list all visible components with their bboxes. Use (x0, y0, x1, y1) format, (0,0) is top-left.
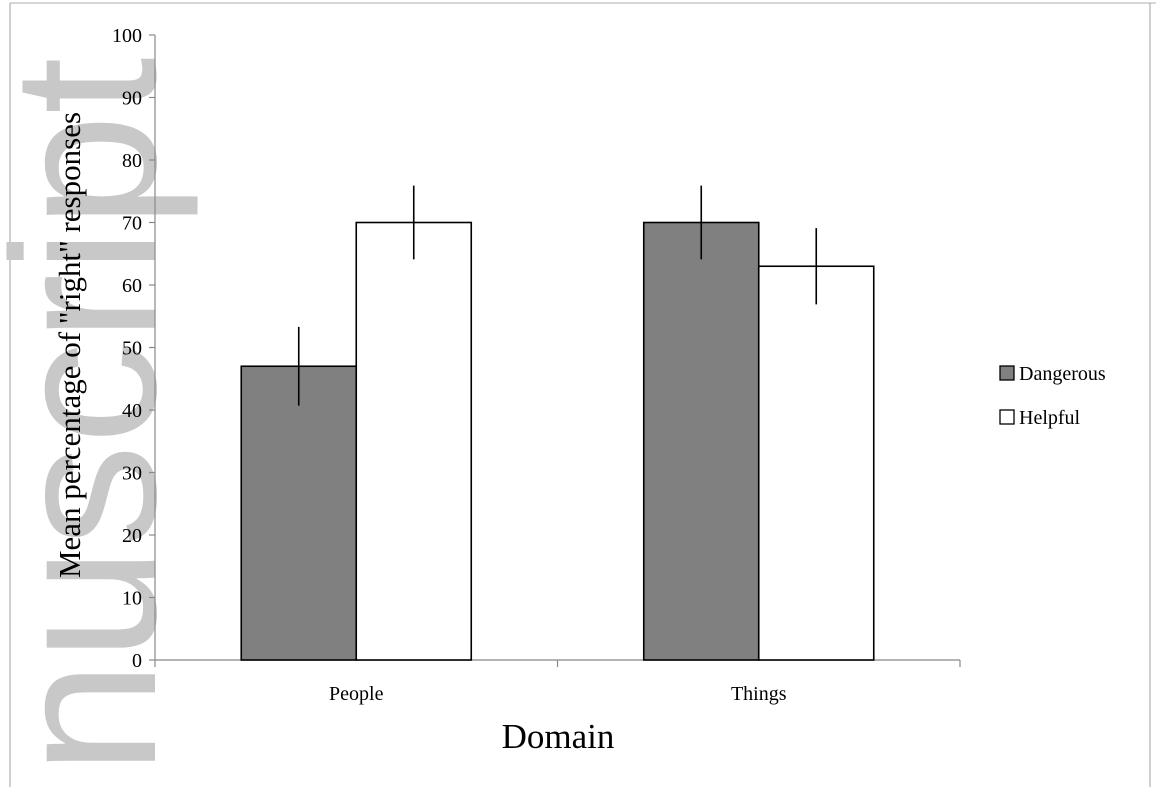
x-tick-label: Things (731, 683, 787, 705)
y-tick-label: 90 (122, 88, 142, 110)
legend-swatch-helpful (999, 409, 1015, 425)
legend-label-helpful: Helpful (1019, 407, 1081, 429)
y-axis-title: Mean percentage of "right" responses (52, 112, 87, 578)
watermark-text: nuscript (0, 57, 199, 775)
y-tick-label: 20 (122, 525, 142, 547)
bar-dangerous-people (240, 365, 358, 661)
y-tick-label: 40 (122, 400, 142, 422)
y-tick-label: 60 (122, 275, 142, 297)
y-tick-label: 10 (122, 588, 142, 610)
y-tick-label: 50 (122, 338, 142, 360)
plot-area: 0 10 20 30 40 50 60 70 80 90 100 People Things (112, 25, 961, 705)
y-tick-label: 70 (122, 213, 142, 235)
legend-label-dangerous: Dangerous (1019, 363, 1106, 385)
bar-dangerous-things (642, 221, 760, 661)
x-tick-label: People (329, 683, 384, 705)
legend-swatch-dangerous (999, 365, 1015, 381)
x-axis-title: Domain (502, 717, 615, 756)
y-tick-label: 0 (132, 650, 142, 672)
y-tick-label: 100 (112, 25, 142, 47)
y-tick-label: 30 (122, 463, 142, 485)
bar-helpful-people (355, 221, 473, 661)
y-tick-label: 80 (122, 150, 142, 172)
bar-helpful-things (757, 265, 875, 661)
legend: Dangerous Helpful (999, 363, 1106, 429)
